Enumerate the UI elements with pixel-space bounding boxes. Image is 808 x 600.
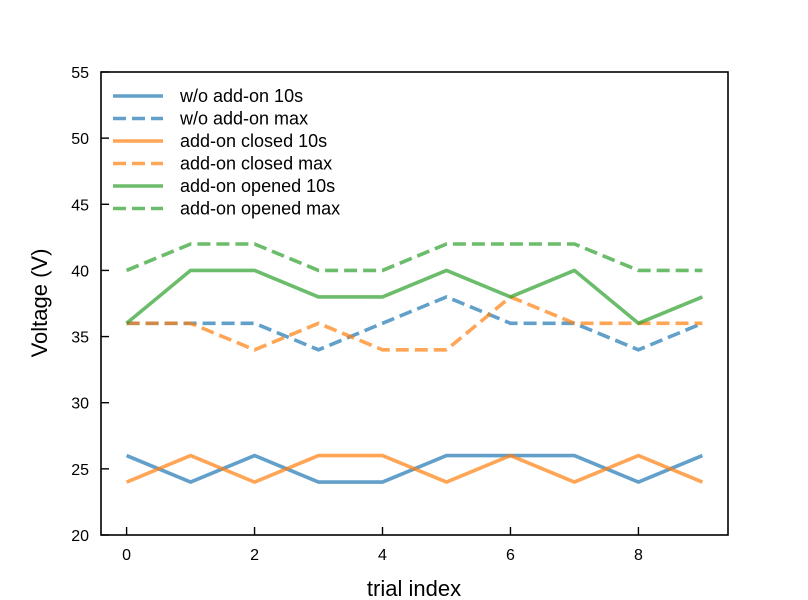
- legend-item-w-o-add-on-10s: w/o add-on 10s: [113, 86, 303, 106]
- x-tick-label: 4: [378, 547, 387, 564]
- y-tick-label: 30: [71, 396, 89, 413]
- x-axis-label: trial index: [367, 576, 461, 600]
- y-tick-label: 25: [71, 462, 89, 479]
- y-tick-label: 50: [71, 131, 89, 148]
- legend-label: w/o add-on 10s: [179, 86, 303, 106]
- y-tick-label: 55: [71, 65, 89, 82]
- legend-item-add-on-closed-max: add-on closed max: [113, 154, 332, 174]
- x-tick-label: 6: [506, 547, 515, 564]
- x-tick-label: 0: [122, 547, 131, 564]
- legend-item-w-o-add-on-max: w/o add-on max: [113, 109, 308, 129]
- plot-area: [101, 72, 728, 535]
- series-line-add-on-closed-max: [126, 295, 703, 352]
- legend-label: add-on opened 10s: [180, 176, 335, 196]
- series-line-add-on-opened-max: [125, 242, 703, 273]
- legend-label: w/o add-on max: [179, 109, 308, 129]
- y-tick-label: 35: [71, 330, 89, 347]
- legend-item-add-on-opened-10s: add-on opened 10s: [113, 176, 335, 196]
- y-tick-label: 45: [71, 197, 89, 214]
- series-line-w-o-add-on-max: [126, 295, 704, 352]
- legend-item-add-on-closed-10s: add-on closed 10s: [113, 131, 327, 151]
- legend-item-add-on-opened-max: add-on opened max: [113, 199, 340, 219]
- plot-frame: [100, 71, 729, 536]
- series-line-add-on-opened-10s: [125, 268, 704, 326]
- y-tick-label: 20: [71, 528, 89, 545]
- y-tick-label: 40: [71, 263, 89, 280]
- x-tick-label: 8: [634, 547, 643, 564]
- legend-label: add-on closed max: [180, 154, 332, 174]
- x-tick-label: 2: [250, 547, 259, 564]
- series-layer: [125, 242, 704, 484]
- y-axis-label: Voltage (V): [27, 249, 52, 358]
- y-axis-ticks: 20 25 30 35 40 45 50 55: [71, 65, 109, 545]
- x-axis-ticks: 0 2 4 6 8: [122, 527, 643, 564]
- series-line-add-on-closed-10s: [125, 453, 704, 484]
- legend-label: add-on opened max: [180, 199, 340, 219]
- legend-label: add-on closed 10s: [180, 131, 327, 151]
